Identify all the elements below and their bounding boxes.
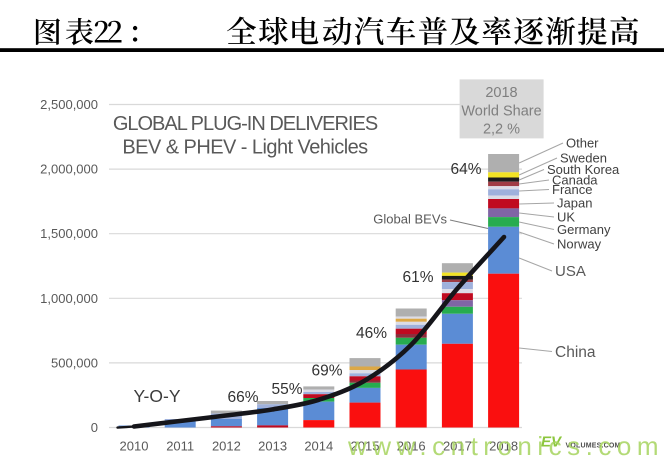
svg-text:69%: 69% [311,363,342,380]
svg-text:Other: Other [566,136,599,151]
svg-text:China: China [555,344,596,361]
svg-text:2,2 %: 2,2 % [483,122,520,138]
svg-text:VOLUMES.COM: VOLUMES.COM [566,443,621,450]
svg-text:61%: 61% [402,269,433,286]
svg-text:UK: UK [557,210,575,225]
svg-text:2017: 2017 [443,439,472,454]
svg-text:2013: 2013 [258,439,287,454]
svg-text:2010: 2010 [120,439,149,454]
svg-text:South Korea: South Korea [547,162,620,177]
svg-text:World Share: World Share [461,104,541,120]
svg-text:2,500,000: 2,500,000 [40,97,98,112]
svg-text:Norway: Norway [557,237,602,252]
svg-text:2012: 2012 [212,439,241,454]
svg-text:Germany: Germany [557,222,611,237]
svg-text:0: 0 [91,420,98,435]
svg-text:Y-O-Y: Y-O-Y [133,386,180,406]
svg-text:55%: 55% [271,381,302,398]
svg-text:www.cntronics.com: www.cntronics.com [347,431,664,461]
svg-text:2014: 2014 [304,439,333,454]
svg-text:64%: 64% [450,161,481,178]
svg-text:EV: EV [541,434,563,451]
svg-text:2011: 2011 [166,439,194,454]
svg-text:2018: 2018 [489,439,518,454]
svg-text:1,000,000: 1,000,000 [40,291,98,306]
svg-text:46%: 46% [356,325,387,342]
svg-text:Sweden: Sweden [560,151,607,166]
svg-text:Japan: Japan [557,196,592,211]
svg-text:Global BEVs: Global BEVs [373,212,447,227]
svg-text:2018: 2018 [485,85,517,101]
svg-text:66%: 66% [227,389,258,406]
svg-text:Canada: Canada [552,173,598,188]
svg-text:2016: 2016 [397,439,426,454]
svg-text:1,500,000: 1,500,000 [40,226,98,241]
svg-text:GLOBAL PLUG-IN DELIVERIES: GLOBAL PLUG-IN DELIVERIES [113,113,378,135]
svg-text:BEV & PHEV - Light Vehicles: BEV & PHEV - Light Vehicles [122,137,368,159]
svg-text:2,000,000: 2,000,000 [40,162,98,177]
svg-text:France: France [552,182,592,197]
svg-text:USA: USA [555,263,586,280]
svg-text:2015: 2015 [351,439,380,454]
svg-text:500,000: 500,000 [51,355,98,370]
